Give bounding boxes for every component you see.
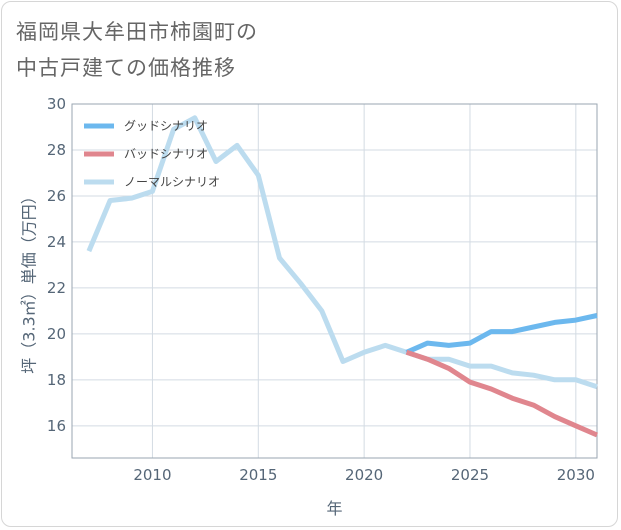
- series-line-0: [405, 313, 598, 355]
- y-tick-label: 22: [47, 279, 66, 297]
- series-line-1: [405, 349, 598, 438]
- x-tick-label: 2010: [133, 466, 171, 484]
- chart-title: 福岡県大牟田市柿園町の 中古戸建ての価格推移: [16, 14, 436, 86]
- x-tick-label: 2020: [345, 466, 383, 484]
- y-axis-label: 坪（3.3㎡）単価（万円）: [20, 188, 39, 373]
- x-axis-label: 年: [326, 499, 342, 518]
- tick-labels: 2010 2015 2020 2025 2030 16 18 20 22 24 26 28 30: [47, 95, 595, 484]
- y-tick-label: 28: [47, 141, 66, 159]
- y-tick-label: 20: [47, 325, 66, 343]
- series-line-2: [86, 115, 598, 390]
- x-tick-label: 2015: [239, 466, 277, 484]
- plot-area: [71, 103, 598, 459]
- y-tick-label: 24: [47, 233, 66, 251]
- y-tick-label: 16: [47, 417, 66, 435]
- y-tick-label: 30: [47, 95, 66, 113]
- x-tick-label: 2025: [451, 466, 489, 484]
- title-line-1: 福岡県大牟田市柿園町の: [16, 20, 258, 44]
- legend-label-1: バッドシナリオ: [124, 147, 208, 161]
- x-tick-label: 2030: [557, 466, 595, 484]
- y-tick-label: 26: [47, 187, 66, 205]
- legend-label-0: グッドシナリオ: [124, 119, 208, 133]
- legend-label-2: ノーマルシナリオ: [124, 175, 220, 189]
- series-layer: [86, 115, 598, 438]
- y-tick-label: 18: [47, 371, 66, 389]
- title-line-2: 中古戸建ての価格推移: [16, 56, 236, 80]
